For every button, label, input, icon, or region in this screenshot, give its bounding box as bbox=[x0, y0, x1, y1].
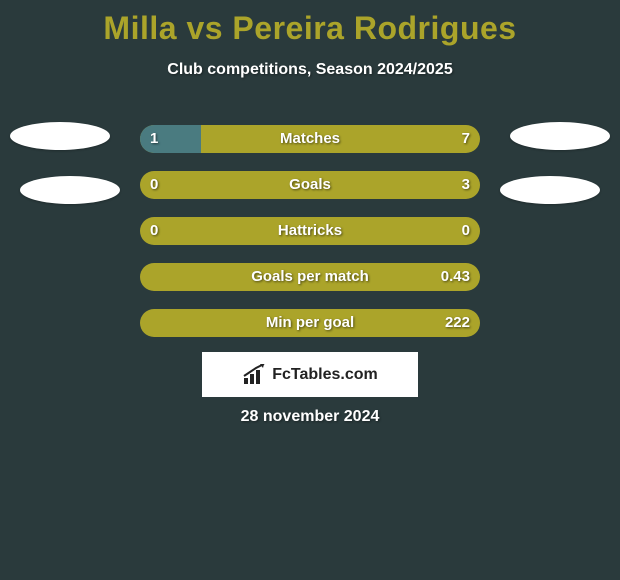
decorative-ellipse bbox=[10, 122, 110, 150]
stat-label: Hattricks bbox=[140, 217, 480, 245]
date-text: 28 november 2024 bbox=[0, 408, 620, 426]
stat-value-right: 0 bbox=[462, 217, 470, 245]
stat-row: 0Hattricks0 bbox=[0, 209, 620, 255]
stat-row: Min per goal222 bbox=[0, 301, 620, 347]
stats-list: 1Matches70Goals30Hattricks0Goals per mat… bbox=[0, 117, 620, 347]
brand-box[interactable]: FcTables.com bbox=[202, 352, 418, 397]
stat-value-right: 222 bbox=[445, 309, 470, 337]
stat-label: Goals per match bbox=[140, 263, 480, 291]
stat-row: Goals per match0.43 bbox=[0, 255, 620, 301]
stat-label: Goals bbox=[140, 171, 480, 199]
stat-label: Min per goal bbox=[140, 309, 480, 337]
stat-value-right: 7 bbox=[462, 125, 470, 153]
widget-root: Milla vs Pereira Rodrigues Club competit… bbox=[0, 0, 620, 580]
stat-value-right: 0.43 bbox=[441, 263, 470, 291]
bars-icon bbox=[242, 364, 266, 386]
brand-text: FcTables.com bbox=[272, 366, 378, 384]
subtitle: Club competitions, Season 2024/2025 bbox=[0, 61, 620, 79]
stat-value-right: 3 bbox=[462, 171, 470, 199]
page-title: Milla vs Pereira Rodrigues bbox=[0, 0, 620, 47]
decorative-ellipse bbox=[500, 176, 600, 204]
decorative-ellipse bbox=[510, 122, 610, 150]
stat-label: Matches bbox=[140, 125, 480, 153]
decorative-ellipse bbox=[20, 176, 120, 204]
